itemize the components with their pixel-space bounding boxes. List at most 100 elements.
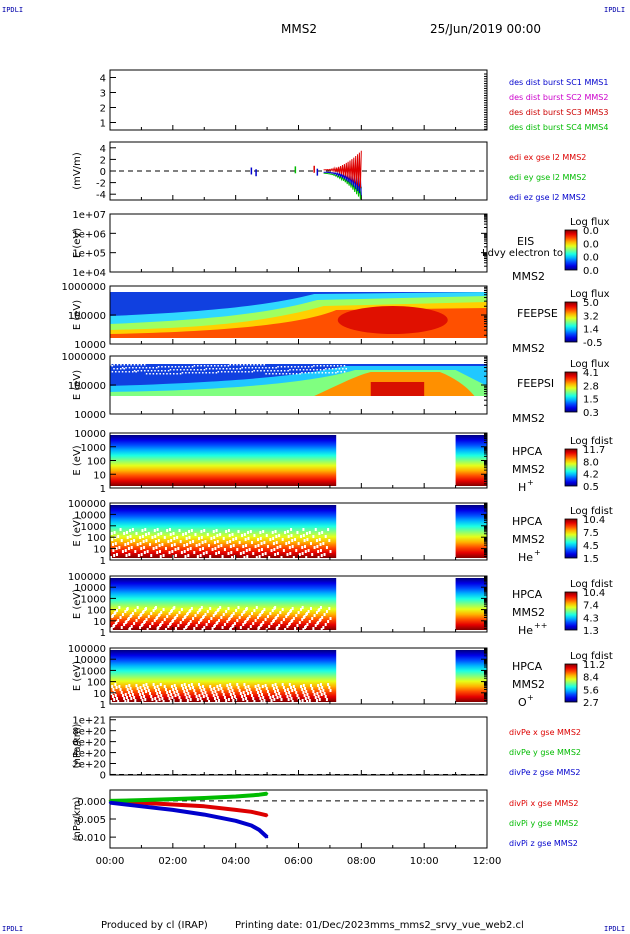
sparse-mask-8-145 xyxy=(268,693,271,696)
sparse-mask-7-119 xyxy=(324,623,327,626)
sparse-mask-7-68 xyxy=(232,612,235,615)
species-label-7: He xyxy=(518,624,533,637)
sparse-mask-7-203 xyxy=(243,610,246,613)
sparse-mask-7-250 xyxy=(276,626,279,629)
sparse-mask-6-230 xyxy=(201,541,204,544)
corner-label-top-left: IPDLI xyxy=(2,6,24,14)
colorbar-8 xyxy=(564,663,578,703)
sparse-mask-7-130 xyxy=(266,615,269,618)
sparse-mask-6-57 xyxy=(290,534,293,537)
sparse-mask-6-237 xyxy=(304,550,307,553)
sparse-mask-8-89 xyxy=(322,689,325,692)
sparse-mask-6-248 xyxy=(247,531,250,534)
sparse-mask-8-258 xyxy=(174,694,177,697)
sparse-mask-6-231 xyxy=(216,534,219,537)
sparse-mask-8-60 xyxy=(114,694,117,697)
sparse-mask-4-118 xyxy=(342,368,344,370)
sparse-mask-8-206 xyxy=(287,698,290,701)
sparse-mask-6-81 xyxy=(204,540,207,543)
sparse-mask-7-140 xyxy=(194,614,197,617)
sparse-mask-4-87 xyxy=(207,365,209,367)
sparse-mask-6-154 xyxy=(180,551,183,554)
sparse-mask-6-22 xyxy=(214,547,217,550)
sparse-mask-4-163 xyxy=(172,373,175,375)
sparse-mask-6-207 xyxy=(302,528,305,531)
sparse-mask-7-249 xyxy=(261,610,264,613)
sparse-mask-4-185 xyxy=(200,369,202,371)
sparse-mask-4-0 xyxy=(110,364,112,366)
sparse-mask-6-19 xyxy=(170,539,173,542)
sparse-mask-7-195 xyxy=(125,620,128,623)
colorbar-tick-2-2: 0.0 xyxy=(583,253,599,264)
y-tick-label-8-3: 100 xyxy=(87,678,106,689)
sparse-mask-4-43 xyxy=(152,373,155,375)
sparse-mask-4-159 xyxy=(125,371,127,373)
y-tick-label-2-3: 1e+04 xyxy=(72,268,106,279)
sparse-mask-6-173 xyxy=(241,534,244,537)
sparse-mask-7-134 xyxy=(325,610,328,613)
sparse-mask-7-67 xyxy=(217,619,220,622)
sparse-mask-6-14 xyxy=(316,545,319,548)
sparse-mask-7-177 xyxy=(300,608,303,611)
sparse-mask-6-137 xyxy=(150,554,153,557)
sparse-mask-4-157 xyxy=(336,365,339,367)
sparse-mask-4-69 xyxy=(227,371,230,373)
data-point-divpi-2-5 xyxy=(250,824,253,827)
sparse-mask-6-54 xyxy=(246,555,249,558)
sparse-mask-4-210 xyxy=(263,364,265,366)
sparse-mask-6-55 xyxy=(260,548,263,551)
sparse-mask-4-24 xyxy=(161,366,163,368)
sparse-mask-8-86 xyxy=(278,692,281,695)
sparse-mask-6-105 xyxy=(118,546,121,549)
x-tick-label-6: 12:00 xyxy=(473,856,502,867)
sparse-mask-7-112 xyxy=(221,626,224,629)
colorbar-tick-2-3: 0.0 xyxy=(583,266,599,277)
sparse-mask-7-208 xyxy=(317,621,320,624)
sparse-mask-6-98 xyxy=(235,537,238,540)
instrument-label-8: HPCA xyxy=(512,660,543,673)
sparse-mask-4-9 xyxy=(217,371,220,373)
sparse-mask-6-65 xyxy=(188,536,191,539)
colorbar-4 xyxy=(564,371,578,413)
sparse-mask-4-22 xyxy=(137,370,139,372)
legend-series-9-0: divPe x gse MMS2 xyxy=(509,728,581,737)
sparse-mask-7-259 xyxy=(189,609,192,612)
sparse-mask-4-37 xyxy=(316,365,319,367)
sparse-mask-4-160 xyxy=(137,364,139,366)
sparse-mask-8-127 xyxy=(222,693,225,696)
sparse-mask-6-190 xyxy=(271,531,274,534)
sparse-mask-4-214 xyxy=(311,366,313,368)
sparse-mask-6-229 xyxy=(186,548,189,551)
species-label-8: O xyxy=(518,696,527,709)
sparse-mask-6-112 xyxy=(221,555,224,558)
sparse-mask-8-226 xyxy=(142,684,145,687)
colorbar-5 xyxy=(564,448,578,487)
sparse-mask-6-258 xyxy=(174,548,177,551)
sparse-mask-6-159 xyxy=(254,545,257,548)
data-point-divpi-0-3 xyxy=(203,805,206,808)
sparse-mask-7-194 xyxy=(110,627,113,630)
sparse-mask-7-192 xyxy=(301,618,304,621)
sparse-mask-7-101 xyxy=(279,611,282,614)
sparse-mask-6-95 xyxy=(190,529,193,532)
sparse-mask-8-77 xyxy=(145,683,148,686)
sparse-mask-8-187 xyxy=(227,687,230,690)
y-tick-label-2-2: 1e+05 xyxy=(72,249,106,260)
sparse-mask-6-162 xyxy=(298,553,301,556)
sparse-mask-6-187 xyxy=(227,552,230,555)
data-point-divpi-0-5 xyxy=(250,810,253,813)
y-tick-label-10-1: -0.005 xyxy=(74,815,106,826)
sparse-mask-6-77 xyxy=(145,539,148,542)
sparse-mask-7-256 xyxy=(145,607,148,610)
sparse-mask-8-154 xyxy=(180,684,183,687)
sparse-mask-7-106 xyxy=(133,622,136,625)
sparse-mask-6-257 xyxy=(159,555,162,558)
sparse-mask-4-73 xyxy=(275,373,278,375)
sparse-mask-4-140 xyxy=(133,364,136,366)
sparse-mask-8-132 xyxy=(296,694,299,697)
sparse-mask-7-242 xyxy=(158,613,161,616)
sparse-mask-7-240 xyxy=(129,627,132,630)
sparse-mask-6-214 xyxy=(185,537,188,540)
sparse-mask-8-243 xyxy=(173,691,176,694)
species-label-6: He xyxy=(518,551,533,564)
